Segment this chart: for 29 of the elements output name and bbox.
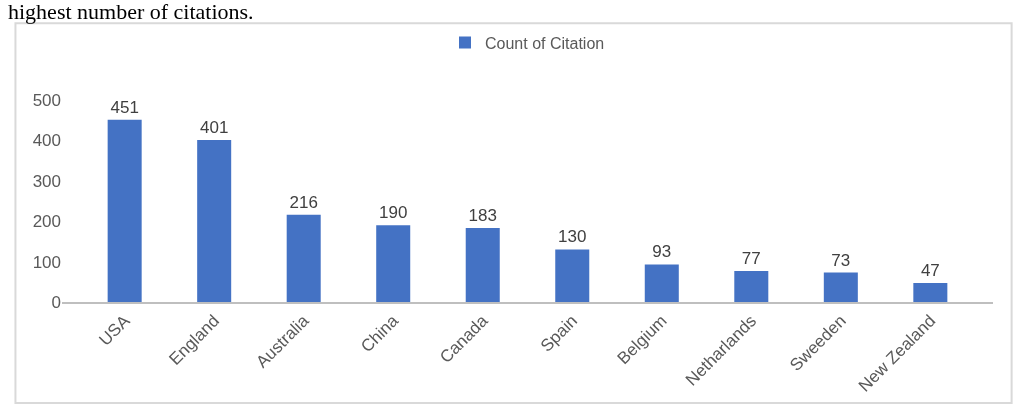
data-label: 93 — [652, 242, 672, 262]
bar — [465, 228, 500, 302]
bar — [644, 264, 679, 302]
text: highest number of citations. — [8, 0, 254, 24]
data-label: 73 — [831, 250, 851, 270]
legend-label: Count of Citation — [485, 34, 605, 52]
data-label: 216 — [289, 192, 318, 212]
data-label: 130 — [558, 227, 587, 247]
bar — [555, 249, 590, 302]
y-tick-label: 400 — [32, 131, 61, 151]
bar — [197, 140, 232, 302]
y-tick-label: 300 — [32, 171, 61, 191]
bar — [107, 119, 142, 302]
data-label: 183 — [468, 206, 497, 226]
y-tick-label: 500 — [32, 90, 61, 110]
y-tick-label: 200 — [32, 212, 61, 232]
data-label: 47 — [920, 261, 940, 281]
data-label: 77 — [741, 248, 761, 268]
data-label: 451 — [110, 97, 139, 117]
data-label: 190 — [379, 203, 408, 223]
bar — [823, 272, 858, 302]
bar — [286, 214, 321, 302]
bar — [913, 283, 948, 302]
x-tick-label: USA — [95, 310, 134, 350]
y-tick-label: 0 — [51, 292, 61, 312]
y-tick-label: 100 — [32, 252, 61, 272]
data-label: 401 — [199, 118, 229, 137]
bar — [376, 225, 411, 302]
bar — [734, 270, 769, 302]
